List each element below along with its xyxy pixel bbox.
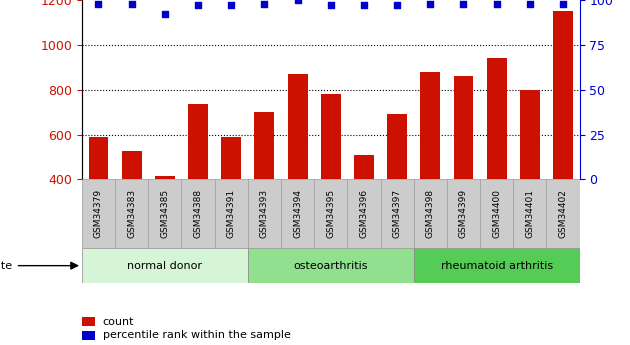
Text: GSM34397: GSM34397 [392,189,401,238]
Bar [354,155,374,179]
Point [359,3,369,8]
Point [491,1,501,6]
Bar [122,151,142,179]
Bar [321,94,341,179]
Text: GSM34391: GSM34391 [227,189,236,238]
Text: GSM34393: GSM34393 [260,189,269,238]
Point [558,1,568,6]
Text: normal donor: normal donor [127,261,202,270]
Point [127,1,137,6]
Text: GSM34394: GSM34394 [293,189,302,238]
Point [525,1,535,6]
Point [292,0,302,3]
Bar [255,112,274,179]
Point [193,3,203,8]
Text: GSM34388: GSM34388 [193,189,202,238]
Text: count: count [103,317,134,327]
Bar [420,72,440,179]
Point [260,1,270,6]
Bar [520,90,540,179]
Text: GSM34396: GSM34396 [360,189,369,238]
Point [425,1,435,6]
Text: GSM34402: GSM34402 [559,189,568,238]
Text: percentile rank within the sample: percentile rank within the sample [103,331,290,341]
Bar [288,74,307,179]
Bar [487,58,507,179]
Point [160,12,170,17]
Text: GSM34399: GSM34399 [459,189,468,238]
Text: disease state: disease state [0,261,12,270]
Point [226,3,236,8]
Bar [553,11,573,179]
Text: rheumatoid arthritis: rheumatoid arthritis [440,261,553,270]
Text: GSM34395: GSM34395 [326,189,335,238]
Text: GSM34398: GSM34398 [426,189,435,238]
Text: GSM34385: GSM34385 [161,189,169,238]
Point [326,3,336,8]
Text: GSM34379: GSM34379 [94,189,103,238]
Bar [221,137,241,179]
Bar [82,317,95,326]
Text: GSM34400: GSM34400 [492,189,501,238]
Text: osteoarthritis: osteoarthritis [294,261,368,270]
Bar [89,137,108,179]
Point [392,3,402,8]
Text: GSM34383: GSM34383 [127,189,136,238]
Point [459,1,469,6]
Bar [82,331,95,340]
Bar [454,76,473,179]
Text: GSM34401: GSM34401 [525,189,534,238]
Bar [387,115,407,179]
Bar [155,176,175,179]
Point [93,1,103,6]
Bar [82,248,248,283]
Bar [414,248,580,283]
Bar [248,248,414,283]
Bar [188,104,208,179]
